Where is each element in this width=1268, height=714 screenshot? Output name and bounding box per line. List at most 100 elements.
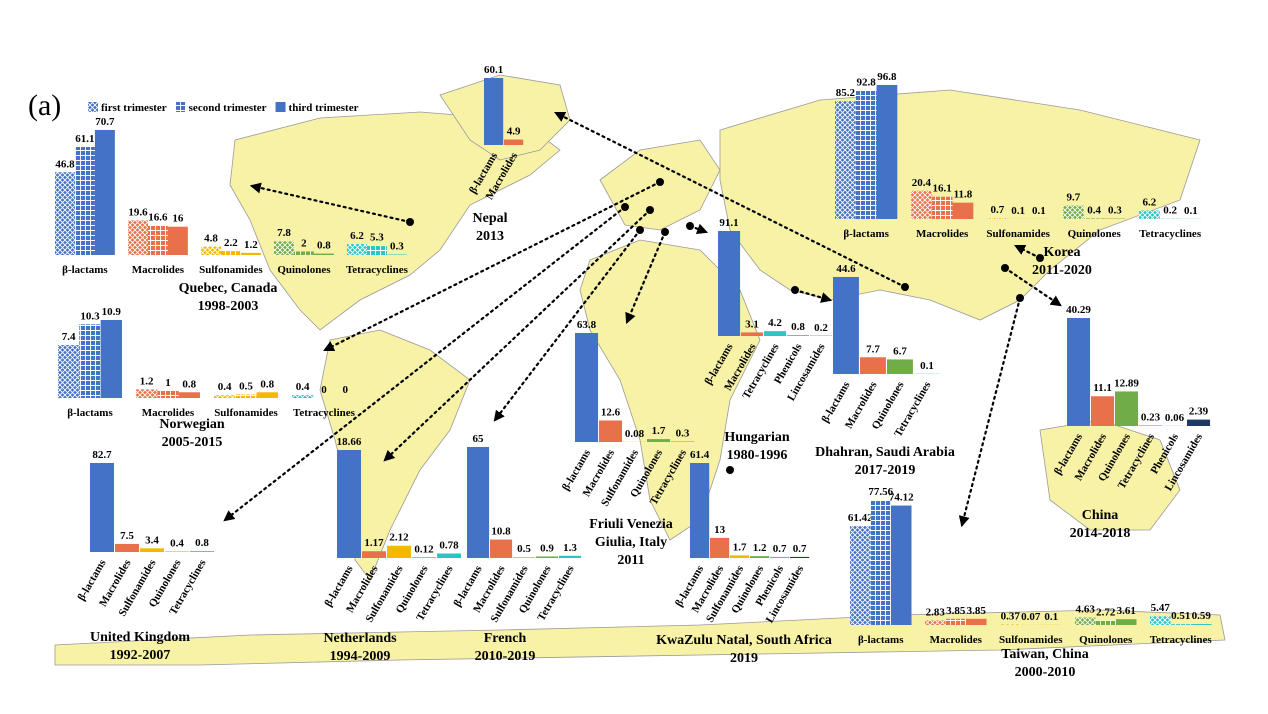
bar xyxy=(945,618,966,625)
bar xyxy=(770,556,790,558)
bar xyxy=(887,359,913,374)
bar xyxy=(931,196,953,219)
bar xyxy=(790,556,810,558)
legend-swatch xyxy=(88,102,98,112)
value-label: 0.4 xyxy=(218,381,232,393)
bar xyxy=(1139,210,1160,219)
location-dot xyxy=(406,218,414,226)
bar xyxy=(504,139,524,145)
category-label: Sulfonamides xyxy=(199,264,263,276)
bar xyxy=(240,252,261,255)
value-label: 0.23 xyxy=(1141,411,1161,423)
bar-chart: 7.4 10.3 10.9 β-lactams 1.2 1 0.8 Macrolides 0.4… xyxy=(58,306,356,450)
panel-label: (a) xyxy=(28,89,61,122)
bar xyxy=(575,333,599,442)
value-label: 0.3 xyxy=(676,427,690,439)
chart-title: Giulia, Italy xyxy=(595,535,667,550)
value-label: 1.7 xyxy=(652,425,666,437)
location-dot xyxy=(726,466,734,474)
bar xyxy=(835,101,856,219)
category-label: Quinolones xyxy=(1079,634,1133,646)
value-label: 9.7 xyxy=(1067,192,1081,204)
value-label: 3.85 xyxy=(967,605,987,617)
bar xyxy=(1095,620,1116,625)
chart-title: 1980-1996 xyxy=(727,448,788,463)
bar xyxy=(1000,624,1021,625)
value-label: 0.8 xyxy=(791,321,805,333)
chart-title: Norwegian xyxy=(159,417,225,432)
bar xyxy=(362,551,386,558)
arrow xyxy=(1003,266,1062,307)
arrow xyxy=(793,288,833,303)
value-label: 5.3 xyxy=(370,232,384,244)
value-label: 0 xyxy=(343,384,349,396)
bar xyxy=(1115,391,1139,426)
value-label: 0.1 xyxy=(1032,205,1046,217)
value-label: 4.8 xyxy=(204,233,218,245)
bar xyxy=(891,505,912,625)
category-label: Tetracyclines xyxy=(1139,228,1202,240)
chart-title: 2017-2019 xyxy=(855,463,916,478)
category-label: Sulfonamides xyxy=(999,634,1063,646)
value-label: 85.2 xyxy=(836,87,856,99)
value-label: 11.1 xyxy=(1093,382,1112,394)
bar xyxy=(220,251,241,255)
bar xyxy=(1139,425,1163,426)
location-dot xyxy=(646,206,654,214)
bar xyxy=(1187,419,1211,426)
arrow xyxy=(958,296,1022,528)
bar xyxy=(256,392,278,398)
value-label: 4.2 xyxy=(768,317,782,329)
arrow xyxy=(493,228,642,422)
chart-title: 2011 xyxy=(617,553,644,568)
value-label: 2 xyxy=(301,237,307,249)
chart-title: 1994-2009 xyxy=(330,649,391,664)
location-dot xyxy=(636,226,644,234)
value-label: 16.1 xyxy=(933,183,952,195)
value-label: 61.1 xyxy=(75,133,94,145)
bar xyxy=(710,537,730,558)
bar xyxy=(412,557,436,558)
value-label: 0.7 xyxy=(793,543,807,555)
chart-title: Dhahran, Saudi Arabia xyxy=(815,445,955,460)
bar xyxy=(925,620,946,625)
value-label: 0.7 xyxy=(991,204,1005,216)
bar xyxy=(201,246,221,255)
legend-label: third trimester xyxy=(289,102,359,114)
value-label: 44.6 xyxy=(836,263,856,275)
value-label: 3.4 xyxy=(145,534,159,546)
bar xyxy=(190,551,214,552)
bar xyxy=(1063,205,1084,219)
bar xyxy=(952,202,974,219)
value-label: 2.83 xyxy=(926,606,946,618)
arrow xyxy=(1014,244,1042,260)
chart-title: Quebec, Canada xyxy=(179,281,278,296)
value-label: 3.1 xyxy=(745,318,759,330)
bar xyxy=(1116,619,1137,625)
legend-swatch xyxy=(175,102,186,112)
bar xyxy=(157,390,179,398)
location-dot xyxy=(656,178,664,186)
location-dot xyxy=(621,203,629,211)
legend: first trimester second trimester third tri… xyxy=(88,102,359,114)
category-label: Macrolides xyxy=(916,228,969,240)
bar xyxy=(1170,624,1191,625)
category-label: Tetracyclines xyxy=(293,407,356,419)
bar xyxy=(833,277,859,374)
bar xyxy=(293,251,314,255)
bar xyxy=(467,447,490,558)
value-label: 40.29 xyxy=(1066,304,1091,316)
chart-title: KwaZulu Natal, South Africa xyxy=(656,633,832,648)
value-label: 10.3 xyxy=(80,310,100,322)
location-dot xyxy=(686,222,694,230)
chart-title: Friuli Venezia xyxy=(589,517,673,532)
chart-title: Nepal xyxy=(473,211,508,226)
category-label: Macrolides xyxy=(142,407,195,419)
bar xyxy=(718,231,741,336)
bar xyxy=(386,254,407,255)
bar xyxy=(74,146,95,255)
value-label: 0.59 xyxy=(1192,610,1212,622)
value-label: 4.9 xyxy=(507,126,521,138)
bar xyxy=(966,618,987,625)
